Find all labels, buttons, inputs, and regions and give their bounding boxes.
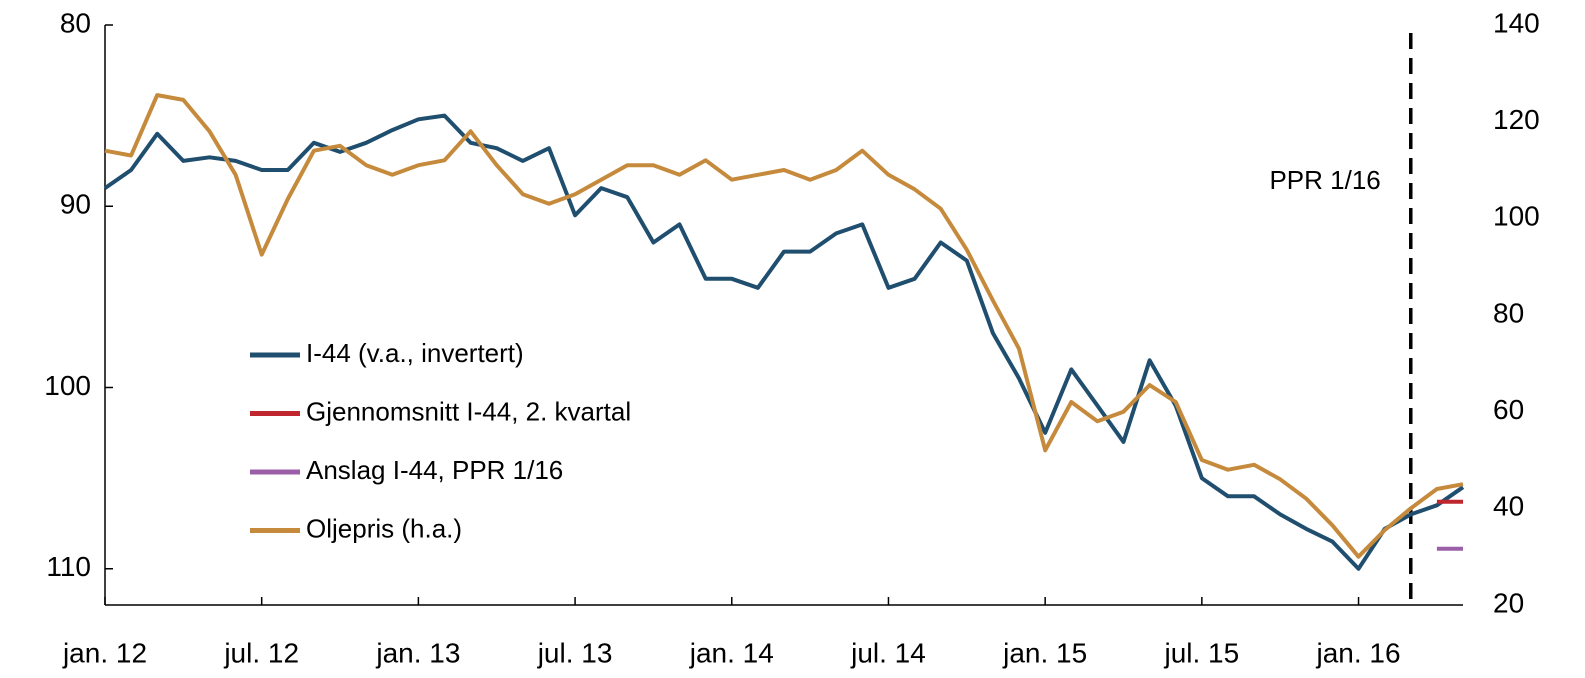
- y-tick-label: 100: [44, 370, 91, 401]
- legend-label: Gjennomsnitt I-44, 2. kvartal: [306, 396, 631, 426]
- x-tick-label: jan. 13: [375, 637, 460, 668]
- y2-tick-label: 100: [1493, 201, 1540, 232]
- x-tick-label: jul. 15: [1163, 637, 1239, 668]
- legend-label: Anslag I-44, PPR 1/16: [306, 455, 563, 485]
- y2-tick-label: 20: [1493, 587, 1524, 618]
- x-tick-label: jan. 15: [1002, 637, 1087, 668]
- y2-tick-label: 40: [1493, 491, 1524, 522]
- y2-tick-label: 80: [1493, 297, 1524, 328]
- y2-tick-label: 60: [1493, 394, 1524, 425]
- y-tick-label: 90: [60, 189, 91, 220]
- x-tick-label: jan. 12: [62, 637, 147, 668]
- legend-label: I-44 (v.a., invertert): [306, 338, 524, 368]
- ppr-label: PPR 1/16: [1269, 165, 1380, 195]
- x-tick-label: jul. 14: [850, 637, 926, 668]
- x-tick-label: jan. 14: [689, 637, 774, 668]
- y2-tick-label: 140: [1493, 7, 1540, 38]
- series-line: [104, 93, 1464, 559]
- y-tick-label: 80: [60, 7, 91, 38]
- legend-label: Oljepris (h.a.): [306, 513, 462, 543]
- x-tick-label: jan. 16: [1315, 637, 1400, 668]
- y2-tick-label: 120: [1493, 104, 1540, 135]
- x-tick-label: jul. 12: [223, 637, 299, 668]
- x-tick-label: jul. 13: [537, 637, 613, 668]
- y-tick-label: 110: [46, 551, 91, 582]
